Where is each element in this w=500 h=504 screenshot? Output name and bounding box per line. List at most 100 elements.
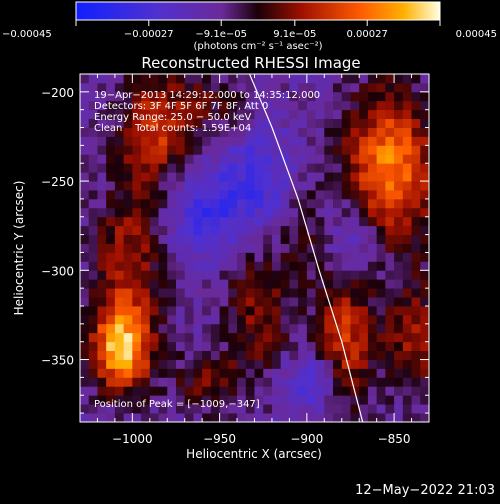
- heatmap-pixel: [158, 279, 168, 289]
- heatmap-pixel: [237, 190, 247, 200]
- heatmap-pixel: [210, 234, 220, 244]
- heatmap-pixel: [376, 270, 386, 280]
- heatmap-pixel: [263, 386, 273, 396]
- heatmap-pixel: [175, 243, 186, 253]
- heatmap-pixel: [263, 359, 273, 369]
- heatmap-pixel: [324, 127, 334, 137]
- heatmap-pixel: [141, 145, 151, 155]
- heatmap-pixel: [420, 243, 429, 253]
- heatmap-pixel: [141, 234, 151, 244]
- heatmap-pixel: [245, 404, 255, 414]
- heatmap-pixel: [175, 297, 186, 307]
- heatmap-pixel: [167, 368, 177, 378]
- heatmap-pixel: [193, 413, 203, 422]
- heatmap-pixel: [149, 332, 159, 343]
- heatmap-pixel: [376, 100, 386, 111]
- heatmap-pixel: [350, 341, 360, 352]
- heatmap-pixel: [394, 306, 404, 316]
- heatmap-pixel: [298, 172, 308, 182]
- heatmap-pixel: [359, 314, 369, 325]
- heatmap-pixel: [141, 100, 151, 111]
- heatmap-pixel: [411, 82, 421, 93]
- heatmap-pixel: [97, 225, 107, 236]
- heatmap-pixel: [402, 332, 412, 343]
- heatmap-pixel: [376, 163, 386, 173]
- heatmap-pixel: [123, 127, 133, 137]
- heatmap-pixel: [306, 154, 316, 164]
- heatmap-pixel: [97, 252, 107, 262]
- heatmap-pixel: [306, 306, 316, 316]
- heatmap-pixel: [359, 395, 369, 405]
- heatmap-pixel: [149, 314, 159, 325]
- heatmap-pixel: [141, 136, 151, 146]
- heatmap-pixel: [184, 190, 194, 200]
- heatmap-pixel: [149, 198, 159, 209]
- heatmap-pixel: [210, 145, 220, 155]
- heatmap-pixel: [298, 181, 308, 191]
- heatmap-pixel: [341, 109, 351, 120]
- heatmap-pixel: [184, 404, 194, 414]
- heatmap-pixel: [237, 127, 247, 137]
- heatmap-pixel: [80, 100, 90, 111]
- heatmap-pixel: [280, 368, 290, 378]
- heatmap-pixel: [245, 332, 255, 343]
- heatmap-pixel: [411, 154, 421, 164]
- heatmap-pixel: [298, 118, 308, 128]
- heatmap-pixel: [228, 127, 238, 137]
- heatmap-pixel: [359, 163, 369, 173]
- heatmap-pixel: [202, 216, 212, 227]
- heatmap-pixel: [237, 243, 247, 253]
- heatmap-pixel: [228, 341, 238, 352]
- heatmap-pixel: [420, 172, 429, 182]
- heatmap-pixel: [411, 404, 421, 414]
- heatmap-pixel: [350, 190, 360, 200]
- heatmap-pixel: [175, 279, 186, 289]
- heatmap-pixel: [123, 314, 133, 325]
- heatmap-pixel: [315, 332, 325, 343]
- heatmap-pixel: [97, 279, 107, 289]
- heatmap-pixel: [367, 297, 378, 307]
- heatmap-pixel: [141, 359, 151, 369]
- heatmap-pixel: [341, 118, 351, 128]
- heatmap-pixel: [298, 341, 308, 352]
- heatmap-pixel: [97, 207, 107, 218]
- heatmap-pixel: [385, 395, 395, 405]
- heatmap-pixel: [158, 136, 168, 146]
- heatmap-pixel: [411, 368, 421, 378]
- heatmap-pixel: [350, 82, 360, 93]
- heatmap-pixel: [88, 100, 98, 111]
- heatmap-pixel: [245, 341, 255, 352]
- heatmap-pixel: [420, 350, 429, 360]
- heatmap-pixel: [132, 127, 142, 137]
- heatmap-pixel: [263, 243, 273, 253]
- heatmap-pixel: [237, 100, 247, 111]
- heatmap-pixel: [219, 377, 229, 387]
- heatmap-pixel: [237, 74, 247, 84]
- heatmap-pixel: [324, 163, 334, 173]
- heatmap-pixel: [341, 359, 351, 369]
- heatmap-pixel: [333, 198, 343, 209]
- heatmap-pixel: [350, 118, 360, 128]
- heatmap-pixel: [298, 314, 308, 325]
- heatmap-pixel: [315, 297, 325, 307]
- colorbar-tick-label: −0.00045: [2, 29, 52, 40]
- heatmap-pixel: [341, 288, 351, 298]
- heatmap-pixel: [289, 314, 299, 325]
- heatmap-pixel: [167, 288, 177, 298]
- heatmap-pixel: [271, 279, 282, 289]
- heatmap-pixel: [80, 297, 90, 307]
- heatmap-pixel: [263, 252, 273, 262]
- heatmap-pixel: [411, 323, 421, 334]
- heatmap-pixel: [420, 359, 429, 369]
- heatmap-pixel: [298, 386, 308, 396]
- heatmap-pixel: [167, 225, 177, 236]
- heatmap-pixel: [411, 306, 421, 316]
- heatmap-pixel: [263, 118, 273, 128]
- heatmap-pixel: [289, 377, 299, 387]
- heatmap-pixel: [141, 252, 151, 262]
- heatmap-pixel: [167, 404, 177, 414]
- heatmap-pixel: [228, 350, 238, 360]
- heatmap-pixel: [210, 306, 220, 316]
- heatmap-pixel: [280, 270, 290, 280]
- heatmap-pixel: [149, 341, 159, 352]
